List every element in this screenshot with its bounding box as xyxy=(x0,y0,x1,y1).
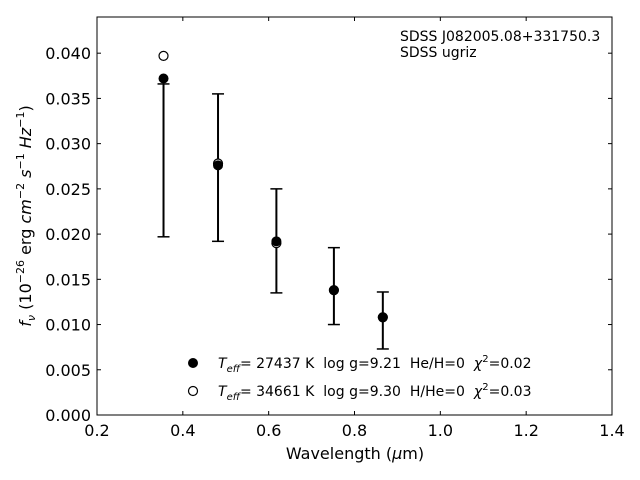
y-tick-label: 0.040 xyxy=(45,44,91,63)
y-tick-label: 0.020 xyxy=(45,225,91,244)
y-axis-label: fν (10−26 erg cm−2 s−1 Hz−1) xyxy=(14,105,38,326)
model-point-open xyxy=(158,50,169,61)
y-tick-label: 0.010 xyxy=(45,316,91,335)
observed-errorbars xyxy=(157,83,389,350)
x-axis-label: Wavelength (μm) xyxy=(286,444,424,463)
legend-marker-open xyxy=(187,385,199,397)
x-tick-label: 1.4 xyxy=(599,421,624,440)
x-tick-label: 0.8 xyxy=(342,421,367,440)
y-tick-label: 0.025 xyxy=(45,180,91,199)
y-tick-label: 0.015 xyxy=(45,270,91,289)
x-tick-label: 0.2 xyxy=(84,421,109,440)
y-tick-label: 0.005 xyxy=(45,361,91,380)
model-point-filled xyxy=(377,312,388,323)
legend-marker-filled xyxy=(188,358,198,368)
x-tick-label: 0.6 xyxy=(256,421,281,440)
y-tick-label: 0.035 xyxy=(45,89,91,108)
model-points xyxy=(158,50,388,323)
x-axis-ticks: 0.2 0.4 0.6 0.8 1.0 1.2 1.4 xyxy=(84,17,625,440)
object-name-annotation: SDSS J082005.08+331750.3 xyxy=(400,29,600,45)
y-tick-label: 0.030 xyxy=(45,135,91,154)
x-tick-label: 1.0 xyxy=(428,421,453,440)
x-tick-label: 0.4 xyxy=(170,421,195,440)
model-point-filled xyxy=(271,236,282,247)
model-point-filled xyxy=(213,160,224,171)
y-tick-label: 0.000 xyxy=(45,406,91,425)
filter-set-annotation: SDSS ugriz xyxy=(400,45,477,61)
x-tick-label: 1.2 xyxy=(513,421,538,440)
model-point-filled xyxy=(158,73,169,84)
y-axis-ticks: 0.000 0.005 0.010 0.015 0.020 0.025 0.030 0.035… xyxy=(45,44,612,425)
model-point-filled xyxy=(328,285,339,296)
